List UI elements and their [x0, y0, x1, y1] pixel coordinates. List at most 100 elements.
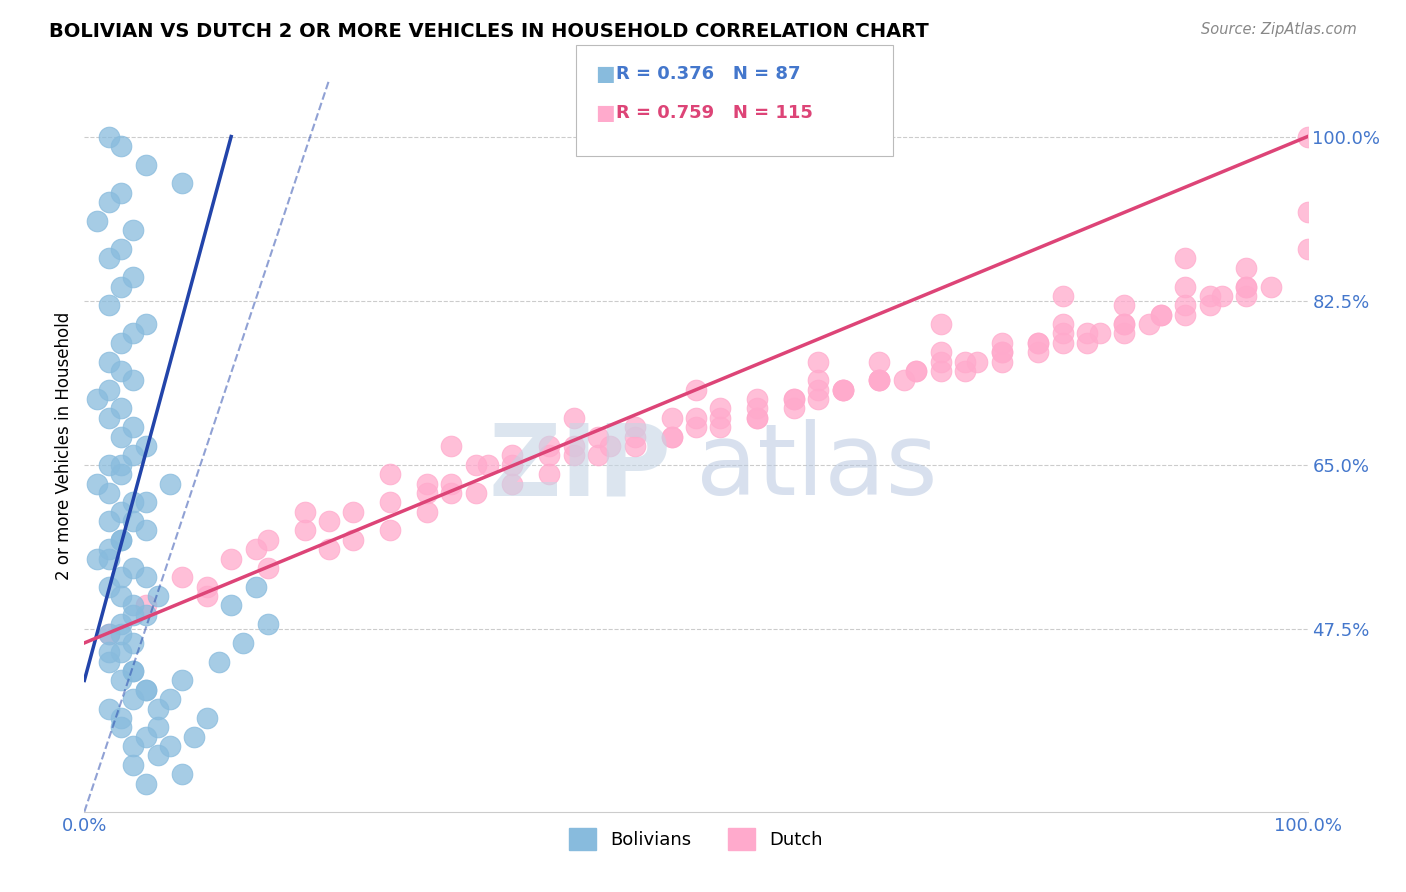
Point [97, 626, 120, 640]
Point [195, 580, 218, 594]
Point [245, 542, 267, 557]
Point [502, 458, 524, 472]
Point [1088, 326, 1111, 341]
Point [122, 636, 145, 650]
Point [257, 533, 280, 547]
Point [1198, 289, 1220, 303]
Point [1150, 308, 1173, 322]
Point [624, 439, 647, 453]
Point [172, 570, 194, 584]
Point [966, 354, 988, 368]
Y-axis label: 2 or more Vehicles in Household: 2 or more Vehicles in Household [55, 312, 73, 580]
Point [1114, 317, 1136, 331]
Point [86, 476, 108, 491]
Point [122, 599, 145, 613]
Text: ■: ■ [595, 103, 614, 123]
Point [110, 186, 132, 200]
Point [477, 458, 499, 472]
Point [929, 317, 952, 331]
Point [97, 486, 120, 500]
Point [380, 467, 402, 482]
Point [122, 326, 145, 341]
Point [1236, 289, 1258, 303]
Point [929, 345, 952, 359]
Point [122, 373, 145, 387]
Point [1174, 252, 1197, 266]
Point [146, 748, 169, 763]
Point [831, 383, 853, 397]
Point [146, 589, 169, 603]
Point [440, 486, 463, 500]
Point [97, 580, 120, 594]
Point [122, 664, 145, 678]
Point [562, 439, 585, 453]
Point [747, 392, 769, 406]
Point [807, 373, 830, 387]
Point [122, 449, 145, 463]
Point [97, 655, 120, 669]
Point [1198, 298, 1220, 312]
Point [1236, 260, 1258, 275]
Point [1174, 279, 1197, 293]
Point [991, 335, 1014, 350]
Point [807, 383, 830, 397]
Point [135, 495, 157, 509]
Point [135, 682, 157, 697]
Point [97, 195, 120, 210]
Point [929, 364, 952, 378]
Point [110, 401, 132, 416]
Point [110, 505, 132, 519]
Point [685, 383, 707, 397]
Point [219, 599, 242, 613]
Point [97, 458, 120, 472]
Text: R = 0.376   N = 87: R = 0.376 N = 87 [616, 65, 800, 83]
Point [1052, 326, 1074, 341]
Point [110, 570, 132, 584]
Point [624, 429, 647, 443]
Point [416, 505, 439, 519]
Point [1174, 308, 1197, 322]
Point [709, 401, 731, 416]
Point [97, 542, 120, 557]
Point [86, 392, 108, 406]
Point [869, 354, 891, 368]
Point [110, 626, 132, 640]
Point [342, 505, 364, 519]
Point [97, 701, 120, 715]
Point [110, 335, 132, 350]
Point [991, 345, 1014, 359]
Point [1137, 317, 1160, 331]
Point [586, 429, 609, 443]
Point [783, 392, 806, 406]
Point [135, 599, 157, 613]
Point [135, 730, 157, 744]
Point [831, 383, 853, 397]
Text: atlas: atlas [696, 419, 938, 516]
Point [380, 495, 402, 509]
Point [110, 673, 132, 688]
Point [122, 223, 145, 237]
Point [172, 767, 194, 781]
Point [1052, 317, 1074, 331]
Point [110, 242, 132, 256]
Point [747, 410, 769, 425]
Point [110, 467, 132, 482]
Point [257, 617, 280, 632]
Text: ■: ■ [595, 64, 614, 84]
Point [661, 429, 683, 443]
Point [97, 410, 120, 425]
Point [97, 645, 120, 659]
Point [110, 458, 132, 472]
Point [122, 561, 145, 575]
Point [195, 711, 218, 725]
Point [807, 392, 830, 406]
Point [869, 373, 891, 387]
Point [232, 636, 254, 650]
Point [135, 607, 157, 622]
Point [159, 739, 181, 753]
Point [1296, 242, 1319, 256]
Point [122, 495, 145, 509]
Point [953, 354, 976, 368]
Point [146, 701, 169, 715]
Point [146, 720, 169, 734]
